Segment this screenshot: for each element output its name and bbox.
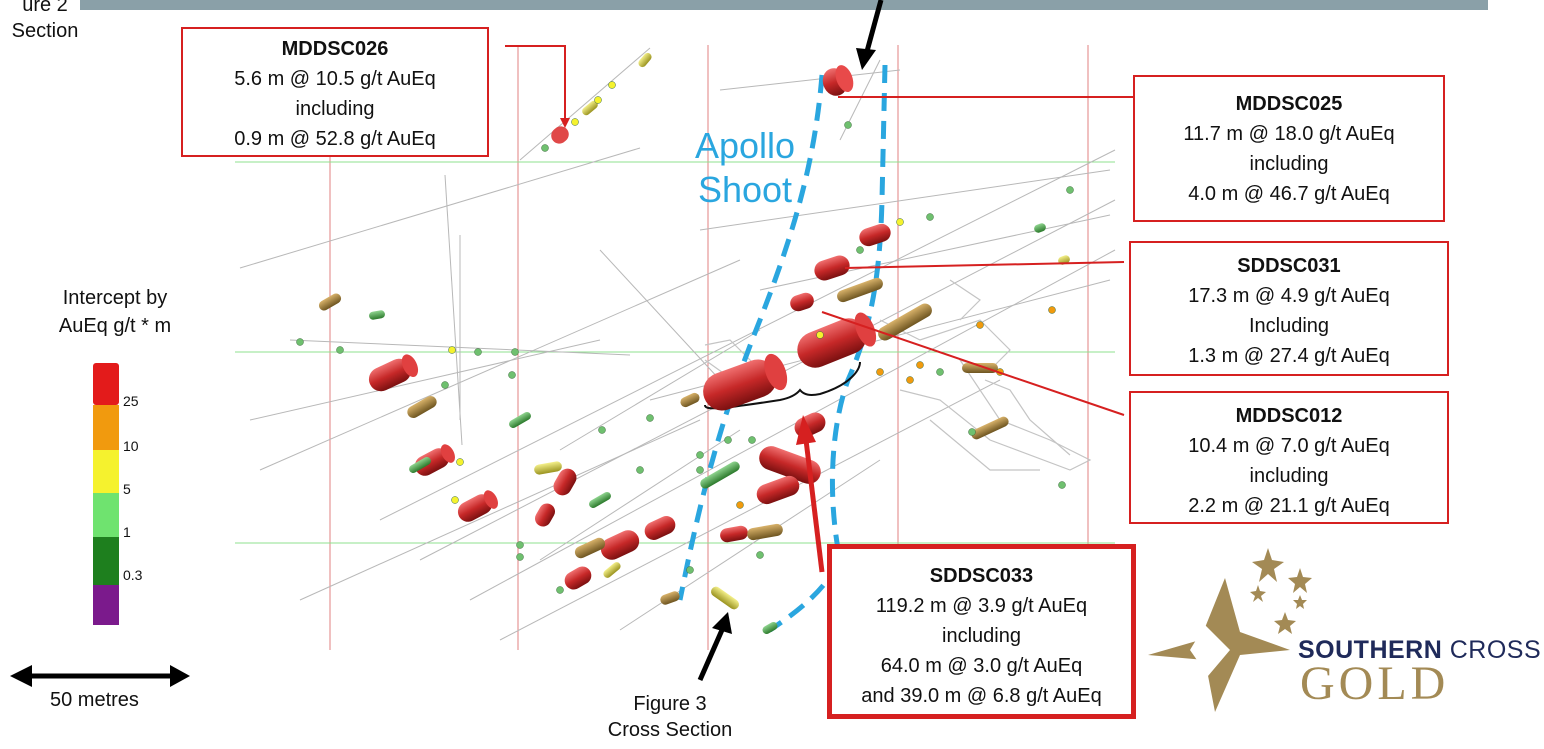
sample-marker — [696, 451, 704, 459]
legend-tick-25: 25 — [123, 393, 139, 409]
sample-marker — [916, 361, 924, 369]
sample-marker — [296, 338, 304, 346]
drill-traces — [239, 47, 1116, 641]
sample-marker — [646, 414, 654, 422]
callout-line: 17.3 m @ 4.9 g/t AuEq — [1188, 285, 1390, 307]
southern-cross-logo-mark — [1148, 548, 1312, 712]
callout-line: including — [1249, 465, 1329, 487]
figure-2-line1: ure 2 — [22, 0, 68, 16]
scale-bar-label: 50 metres — [50, 689, 139, 711]
callout-mddsc012: MDDSC012 10.4 m @ 7.0 g/t AuEq including… — [1129, 391, 1449, 524]
sample-marker — [968, 428, 976, 436]
figure-3-line2: Cross Section — [607, 719, 733, 741]
sample-marker — [448, 346, 456, 354]
callout-line: including — [1249, 153, 1329, 175]
sample-marker — [816, 331, 824, 339]
callout-title: MDDSC012 — [1235, 405, 1343, 427]
sample-marker — [844, 121, 852, 129]
scale-bar-arrow — [10, 665, 190, 687]
sample-marker — [636, 466, 644, 474]
callout-line: 119.2 m @ 3.9 g/t AuEq — [875, 595, 1088, 617]
callout-leaders — [505, 45, 1134, 573]
sample-marker — [936, 368, 944, 376]
sample-marker — [756, 551, 764, 559]
sample-marker — [608, 81, 616, 89]
callout-line: including — [942, 625, 1021, 647]
sample-marker — [1058, 481, 1066, 489]
logo-wordmark-top: SOUTHERN CROSS — [1298, 636, 1541, 665]
sample-marker — [441, 381, 449, 389]
callout-line: including — [295, 98, 375, 120]
callout-title: SDDSC033 — [929, 565, 1034, 587]
logo-word-southern: SOUTHERN — [1298, 636, 1443, 664]
sample-marker — [856, 246, 864, 254]
legend-tick-0-3: 0.3 — [123, 567, 143, 583]
callout-line: 10.4 m @ 7.0 g/t AuEq — [1188, 435, 1390, 457]
legend-tick-10: 10 — [123, 438, 139, 454]
callout-line: 0.9 m @ 52.8 g/t AuEq — [234, 128, 436, 150]
sample-marker — [516, 541, 524, 549]
sample-marker — [571, 118, 579, 126]
sample-marker — [686, 566, 694, 574]
callout-line: 2.2 m @ 21.1 g/t AuEq — [1188, 495, 1390, 517]
figure-2-section-label: ure 2 Section — [5, 0, 85, 44]
sample-marker — [696, 466, 704, 474]
logo-word-cross: CROSS — [1449, 636, 1542, 664]
sample-marker — [1048, 306, 1056, 314]
legend-title: Intercept by AuEq g/t * m — [30, 284, 200, 340]
sample-marker — [748, 436, 756, 444]
logo-wordmark-gold: GOLD — [1300, 657, 1450, 710]
sample-marker — [508, 371, 516, 379]
legend-tick-1: 1 — [123, 524, 131, 540]
apollo-shoot-line2: Shoot — [697, 169, 793, 210]
callout-sddsc031: SDDSC031 17.3 m @ 4.9 g/t AuEq Including… — [1129, 241, 1449, 376]
sample-marker — [1066, 186, 1074, 194]
apollo-shoot-line1: Apollo — [694, 125, 796, 166]
figure-3-label: Figure 3 Cross Section — [585, 691, 755, 743]
legend-title-line1: Intercept by — [62, 287, 168, 309]
sample-marker — [516, 553, 524, 561]
sample-marker — [724, 436, 732, 444]
sample-marker — [336, 346, 344, 354]
callout-mddsc026: MDDSC026 5.6 m @ 10.5 g/t AuEq including… — [181, 27, 489, 157]
sample-marker — [541, 144, 549, 152]
figure-3-line1: Figure 3 — [633, 693, 707, 715]
sample-marker — [594, 96, 602, 104]
black-arrows — [697, 0, 884, 682]
drill-intercepts — [318, 52, 1070, 634]
callout-line: 4.0 m @ 46.7 g/t AuEq — [1188, 183, 1390, 205]
callout-line: Including — [1248, 315, 1330, 337]
sample-marker — [511, 348, 519, 356]
figure-2-line2: Section — [11, 20, 79, 42]
callout-line: 5.6 m @ 10.5 g/t AuEq — [234, 68, 436, 90]
callout-title: MDDSC026 — [281, 38, 389, 60]
apollo-shoot-label: Apollo Shoot — [675, 124, 815, 212]
callout-line: 1.3 m @ 27.4 g/t AuEq — [1188, 345, 1390, 367]
aerial-image-strip — [80, 0, 1488, 10]
legend-color-bar — [93, 363, 119, 625]
sample-marker — [451, 496, 459, 504]
callout-line: 11.7 m @ 18.0 g/t AuEq — [1183, 123, 1395, 145]
sample-marker — [474, 348, 482, 356]
sample-marker — [876, 368, 884, 376]
sample-markers — [296, 81, 1074, 594]
sample-marker — [976, 321, 984, 329]
legend-title-line2: AuEq g/t * m — [58, 315, 172, 337]
callout-line: and 39.0 m @ 6.8 g/t AuEq — [861, 685, 1102, 707]
callout-title: MDDSC025 — [1235, 93, 1343, 115]
sample-marker — [926, 213, 934, 221]
apollo-shoot-outline — [677, 64, 888, 633]
callout-title: SDDSC031 — [1237, 255, 1341, 277]
sample-marker — [906, 376, 914, 384]
sample-marker — [896, 218, 904, 226]
callout-sddsc033: SDDSC033 119.2 m @ 3.9 g/t AuEq includin… — [827, 544, 1136, 719]
legend-tick-5: 5 — [123, 481, 131, 497]
callout-line: 64.0 m @ 3.0 g/t AuEq — [880, 655, 1083, 677]
callout-mddsc025: MDDSC025 11.7 m @ 18.0 g/t AuEq includin… — [1133, 75, 1445, 222]
sample-marker — [736, 501, 744, 509]
sample-marker — [598, 426, 606, 434]
sample-marker — [556, 586, 564, 594]
sample-marker — [456, 458, 464, 466]
